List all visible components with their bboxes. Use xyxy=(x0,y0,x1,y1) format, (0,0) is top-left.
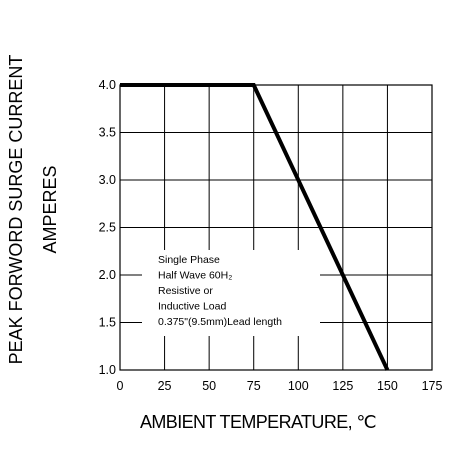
y-tick-label: 2.5 xyxy=(99,221,116,235)
x-tick-label: 175 xyxy=(422,379,443,393)
y-tick-label: 3.5 xyxy=(99,126,116,140)
annotation-line: Half Wave 60H₂ xyxy=(158,270,232,282)
y-tick-label: 1.5 xyxy=(99,316,116,330)
annotation-line: 0.375"(9.5mm)Lead length xyxy=(158,316,282,328)
x-tick-label: 150 xyxy=(377,379,398,393)
annotation-line: Resistive or xyxy=(158,285,213,297)
plot-frame xyxy=(119,84,433,371)
x-tick-label: 50 xyxy=(202,379,216,393)
y-tick-labels: 1.0 1.5 2.0 2.5 3.0 3.5 4.0 xyxy=(99,78,116,377)
annotation-background xyxy=(142,250,320,336)
annotation-line: Single Phase xyxy=(158,254,220,266)
y-axis-label: PEAK FORWORD SURGE CURRENT AMPERES xyxy=(6,55,60,365)
y-tick-label: 1.0 xyxy=(99,363,116,377)
annotation-box: Single Phase Half Wave 60H₂ Resistive or In… xyxy=(142,250,320,336)
y-axis-label-line: AMPERES xyxy=(40,165,60,253)
y-axis-label-line: PEAK FORWORD SURGE CURRENT xyxy=(6,55,26,365)
x-tick-label: 25 xyxy=(158,379,172,393)
series-line xyxy=(120,83,390,371)
y-tick-label: 2.0 xyxy=(99,268,116,282)
y-tick-label: 3.0 xyxy=(99,173,116,187)
series-layer xyxy=(120,83,390,371)
x-tick-label: 100 xyxy=(288,379,309,393)
plot-border xyxy=(119,84,433,371)
x-tick-label: 75 xyxy=(247,379,261,393)
annotation-line: Inductive Load xyxy=(158,301,226,313)
x-tick-labels: 0 25 50 75 100 125 150 175 xyxy=(117,379,443,393)
x-tick-label: 125 xyxy=(332,379,353,393)
x-tick-label: 0 xyxy=(117,379,124,393)
x-axis-label: AMBIENT TEMPERATURE, ℃ xyxy=(140,412,377,432)
y-tick-label: 4.0 xyxy=(99,78,116,92)
